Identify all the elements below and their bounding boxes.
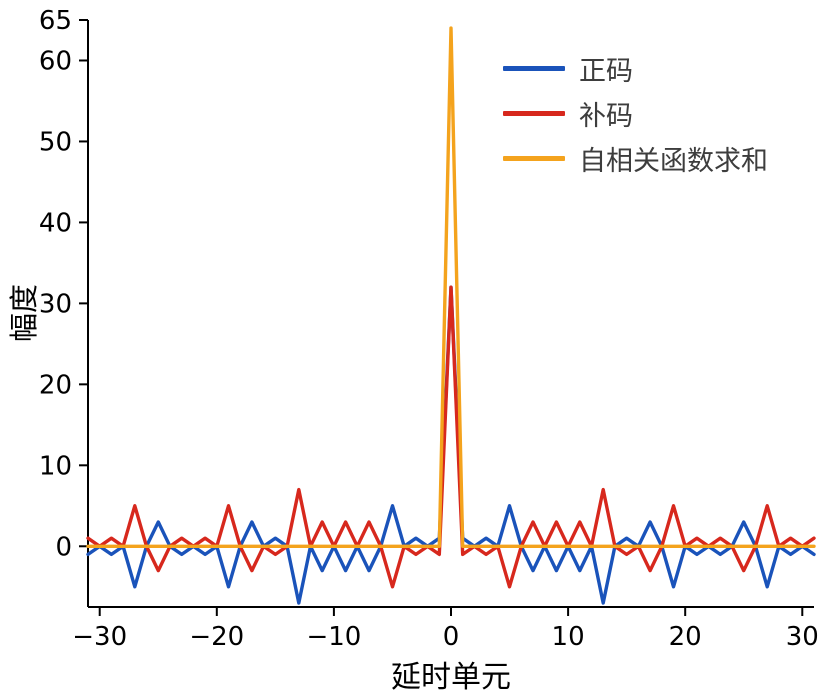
y-tick-label: 20 (39, 370, 72, 400)
y-tick-label: 60 (39, 46, 72, 76)
x-tick-label: −30 (72, 622, 127, 652)
y-tick-label: 30 (39, 289, 72, 319)
x-tick-label: 10 (552, 622, 585, 652)
x-tick-label: −20 (189, 622, 244, 652)
legend-row-autocorr-sum: 自相关函数求和 (503, 140, 768, 177)
series-line-2 (86, 26, 816, 548)
legend-row-complementary-code: 补码 (503, 95, 768, 132)
x-tick-label: 20 (669, 622, 702, 652)
x-axis-label: 延时单元 (391, 660, 511, 695)
y-axis-label: 幅度 (7, 283, 41, 343)
legend-row-positive-code: 正码 (503, 50, 768, 87)
legend: 正码 补码 自相关函数求和 (503, 50, 768, 177)
legend-label-positive-code: 正码 (579, 55, 633, 87)
series-line-1 (86, 285, 816, 589)
y-tick-label: 50 (39, 127, 72, 157)
y-tick-label: 0 (55, 532, 72, 562)
legend-label-complementary-code: 补码 (579, 100, 633, 132)
legend-line-swatch-orange (503, 155, 565, 161)
legend-label-autocorr-sum: 自相关函数求和 (579, 145, 768, 177)
legend-line-swatch-blue (503, 65, 565, 71)
y-tick-label: 10 (39, 451, 72, 481)
x-tick-label: 0 (443, 622, 460, 652)
x-tick-label: −10 (306, 622, 361, 652)
y-tick-label: 40 (39, 208, 72, 238)
legend-line-swatch-red (503, 110, 565, 116)
series-line-0 (86, 285, 816, 605)
x-tick-label: 30 (786, 622, 819, 652)
y-tick-label: 65 (39, 6, 72, 36)
